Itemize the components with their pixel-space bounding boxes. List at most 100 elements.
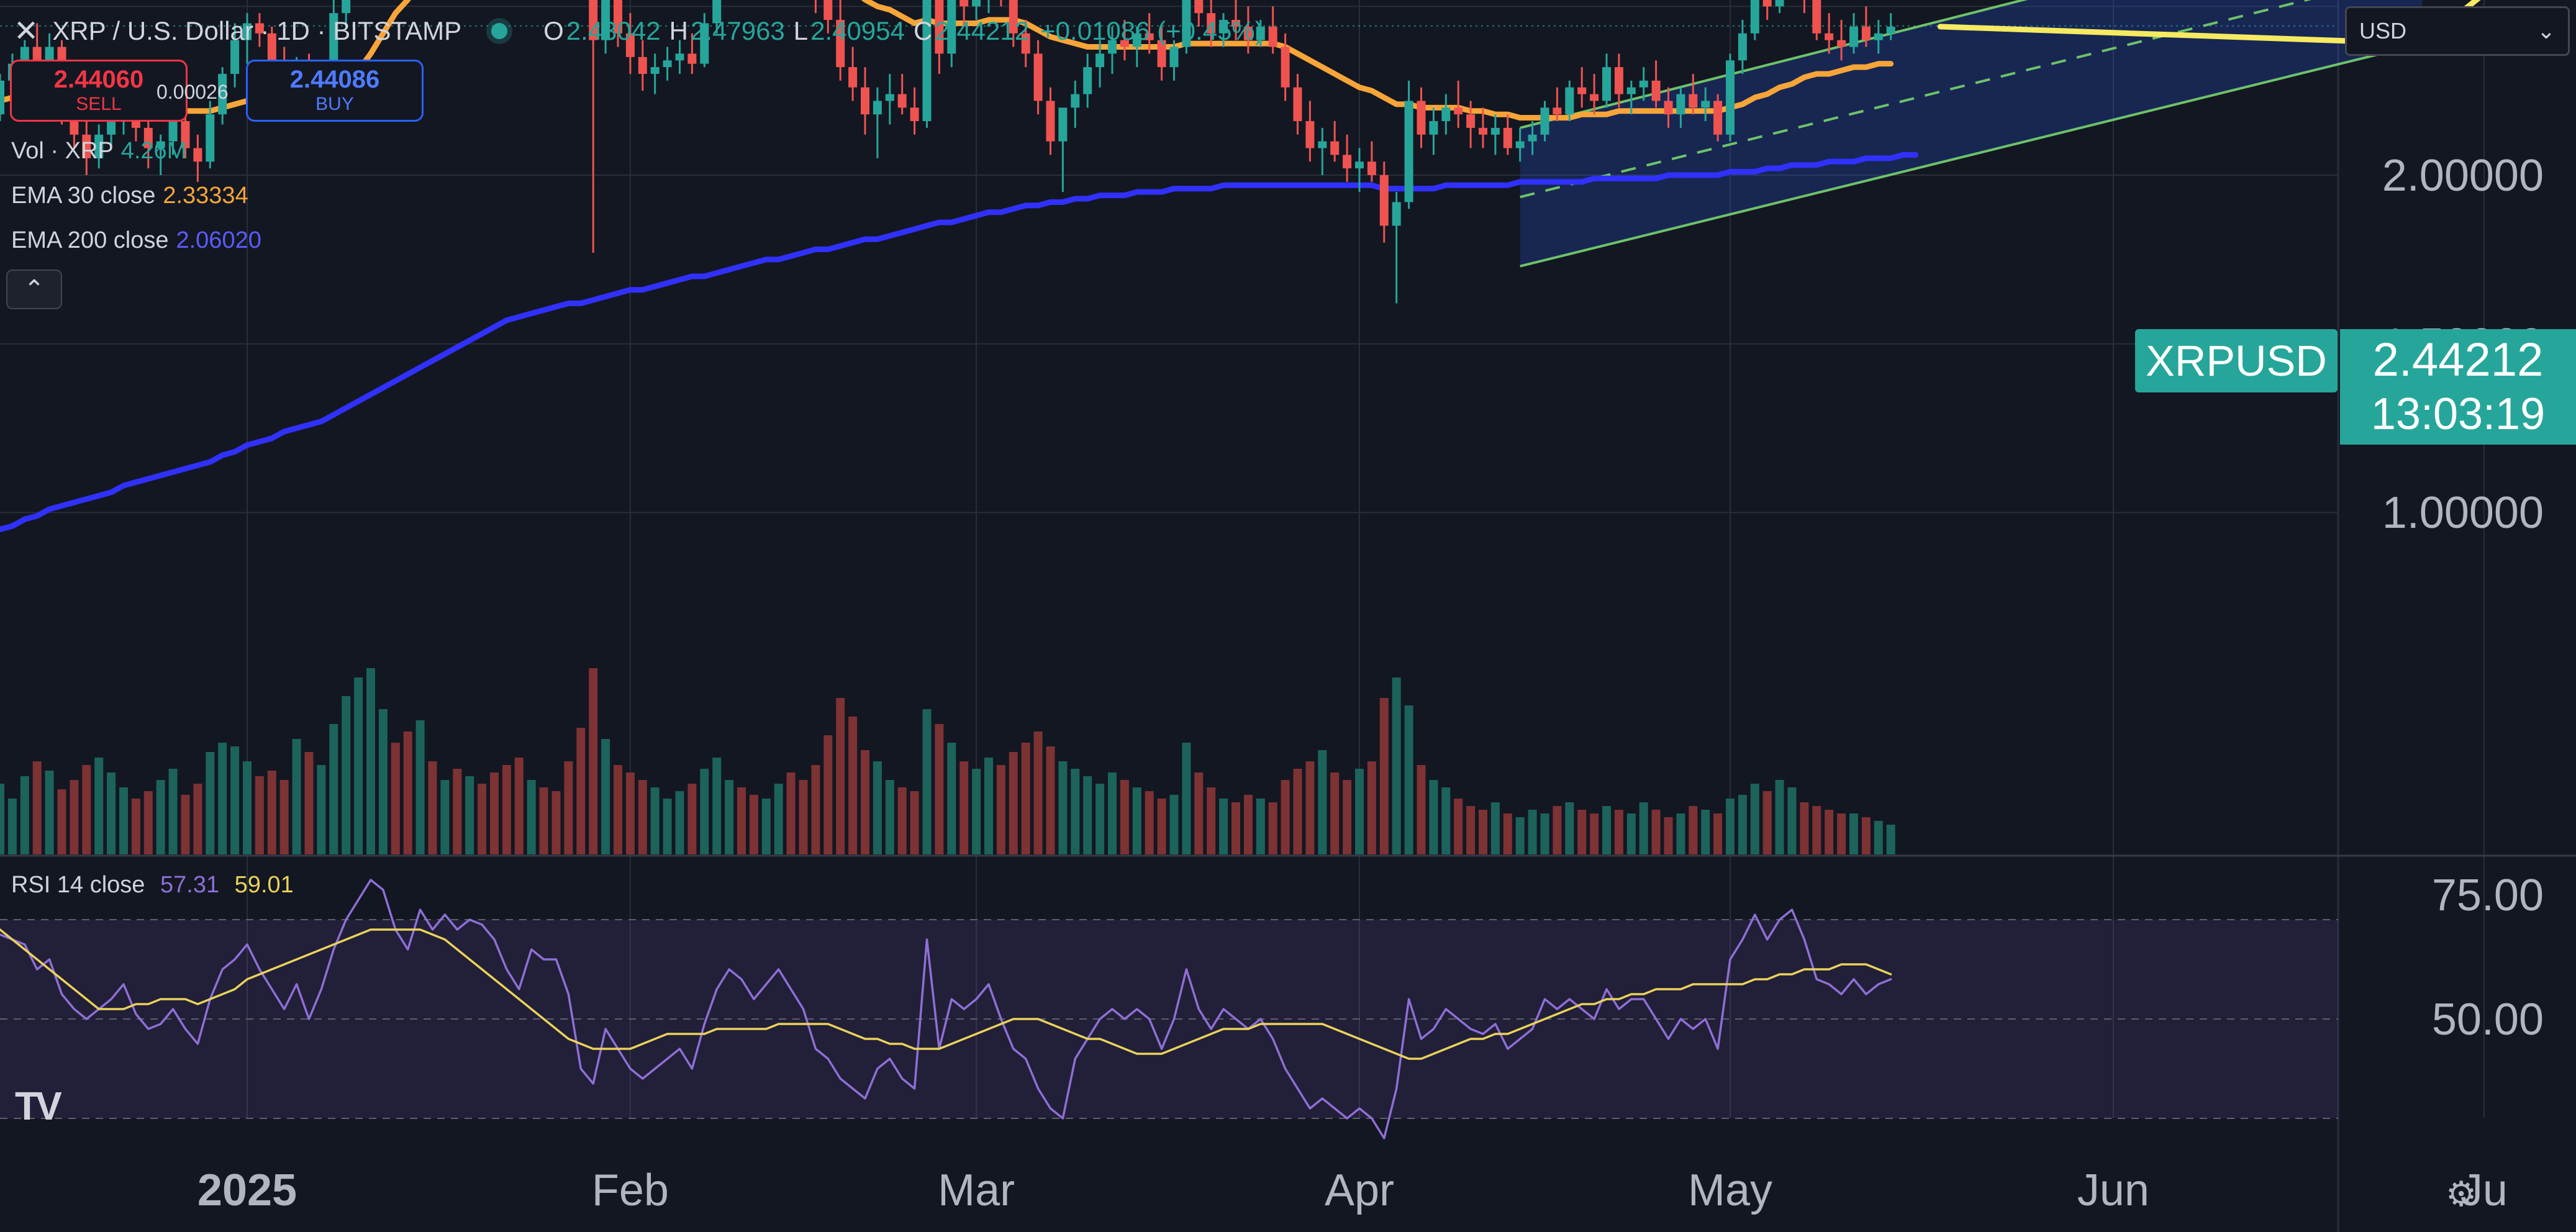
volume-bar: [342, 696, 351, 854]
volume-bar: [1466, 806, 1476, 854]
market-status-icon: [491, 23, 508, 39]
candle: [897, 73, 907, 115]
candle: [1355, 148, 1364, 192]
volume-bar: [712, 758, 722, 854]
rsi-legend[interactable]: RSI 14 close 57.31 59.01: [11, 872, 294, 899]
volume-bar: [1515, 817, 1525, 854]
volume-bar: [935, 724, 944, 854]
volume-bar: [1762, 791, 1772, 854]
candle-body: [1441, 107, 1451, 122]
candle: [1726, 53, 1735, 142]
candle-body: [1429, 121, 1438, 135]
candle-body: [206, 114, 215, 162]
candle: [814, 0, 817, 14]
candle-body: [1837, 40, 1846, 47]
volume-bar: [1565, 802, 1574, 854]
candle-body: [1355, 161, 1364, 169]
price-tick-label: 1.00000: [2382, 488, 2544, 538]
volume-bar: [156, 780, 165, 854]
candle: [848, 47, 858, 101]
gear-icon[interactable]: ⚙: [2446, 1174, 2477, 1213]
volume-bar: [1874, 821, 1883, 854]
candle-body: [1417, 101, 1426, 135]
candle: [910, 87, 919, 135]
candle: [1169, 40, 1179, 81]
volume-bar: [453, 769, 462, 854]
collapse-legend-button[interactable]: ⌃: [6, 270, 62, 309]
time-tick-label: Mar: [938, 1166, 1015, 1215]
candle-body: [1330, 141, 1340, 155]
volume-bar: [1602, 806, 1611, 854]
volume-bar: [539, 787, 548, 854]
candle: [1392, 192, 1401, 304]
candle: [1626, 80, 1636, 115]
volume-legend[interactable]: Vol · XRP 4.26M: [11, 138, 186, 165]
candle-body: [910, 107, 919, 122]
candle: [1009, 0, 1018, 47]
change-value: +0.01086 (+0.45%): [1040, 16, 1264, 45]
volume-bar: [885, 780, 894, 854]
volume-bar: [1182, 743, 1191, 854]
candle-body: [1565, 87, 1574, 115]
candle: [861, 67, 869, 135]
volume-bar: [1243, 795, 1253, 854]
close-value: 2.44212: [935, 16, 1030, 45]
currency-select[interactable]: USD ⌄: [2345, 6, 2570, 56]
candle: [885, 73, 894, 125]
volume-bar: [143, 791, 153, 854]
volume-bar: [873, 761, 882, 854]
volume-bar: [1429, 780, 1438, 854]
ema30-legend[interactable]: EMA 30 close 2.33334: [11, 183, 248, 209]
candle-body: [1404, 101, 1413, 202]
candle: [663, 47, 672, 81]
candle-body: [687, 53, 697, 64]
candle: [1565, 80, 1574, 122]
volume-bar: [440, 780, 450, 854]
candle-body: [1108, 40, 1117, 54]
volume-bar: [1281, 780, 1290, 854]
volume-bar: [0, 784, 4, 854]
buy-button[interactable]: 2.44086 BUY: [246, 60, 424, 122]
volume-bar: [663, 799, 672, 854]
ema200-path: [0, 152, 1918, 533]
candle: [1803, 0, 1805, 14]
candle: [156, 134, 165, 175]
candle: [1689, 73, 1698, 115]
close-icon[interactable]: ✕: [14, 15, 39, 48]
candle: [1145, 13, 1154, 54]
candle: [1046, 87, 1055, 155]
candle: [1602, 53, 1611, 108]
volume-bar: [527, 780, 536, 854]
candle: [1639, 67, 1648, 101]
candle-body: [1367, 161, 1376, 175]
candle: [1825, 13, 1834, 54]
candle-body: [1157, 40, 1166, 68]
candle: [1713, 94, 1723, 142]
volume-bar: [1169, 795, 1179, 854]
candle-body: [1874, 33, 1883, 40]
volume-bar: [1787, 787, 1797, 854]
volume-bar: [1033, 732, 1043, 854]
symbol-title[interactable]: XRP / U.S. Dollar · 1D · BITSTAMP: [52, 16, 462, 45]
channel-fill: [1520, 0, 2423, 266]
candle-body: [1713, 101, 1723, 135]
candle: [1268, 6, 1277, 54]
volume-bar: [514, 758, 524, 854]
volume-bar: [1207, 787, 1216, 854]
sell-button[interactable]: 2.44060 SELL: [10, 60, 188, 122]
candle: [922, 0, 932, 128]
regression-channel: [1520, 0, 2423, 268]
candle: [1132, 26, 1141, 68]
volume-bar: [1231, 802, 1240, 854]
tradingview-logo[interactable]: TV: [15, 1084, 62, 1128]
volume-bar: [1701, 810, 1710, 854]
candle-body: [1775, 0, 1784, 7]
volume-bar: [564, 761, 573, 854]
volume-bar: [119, 787, 128, 854]
ema200-legend[interactable]: EMA 200 close 2.06020: [11, 227, 261, 254]
volume-bar: [1775, 780, 1784, 854]
candle: [243, 13, 252, 64]
candle: [625, 13, 635, 74]
